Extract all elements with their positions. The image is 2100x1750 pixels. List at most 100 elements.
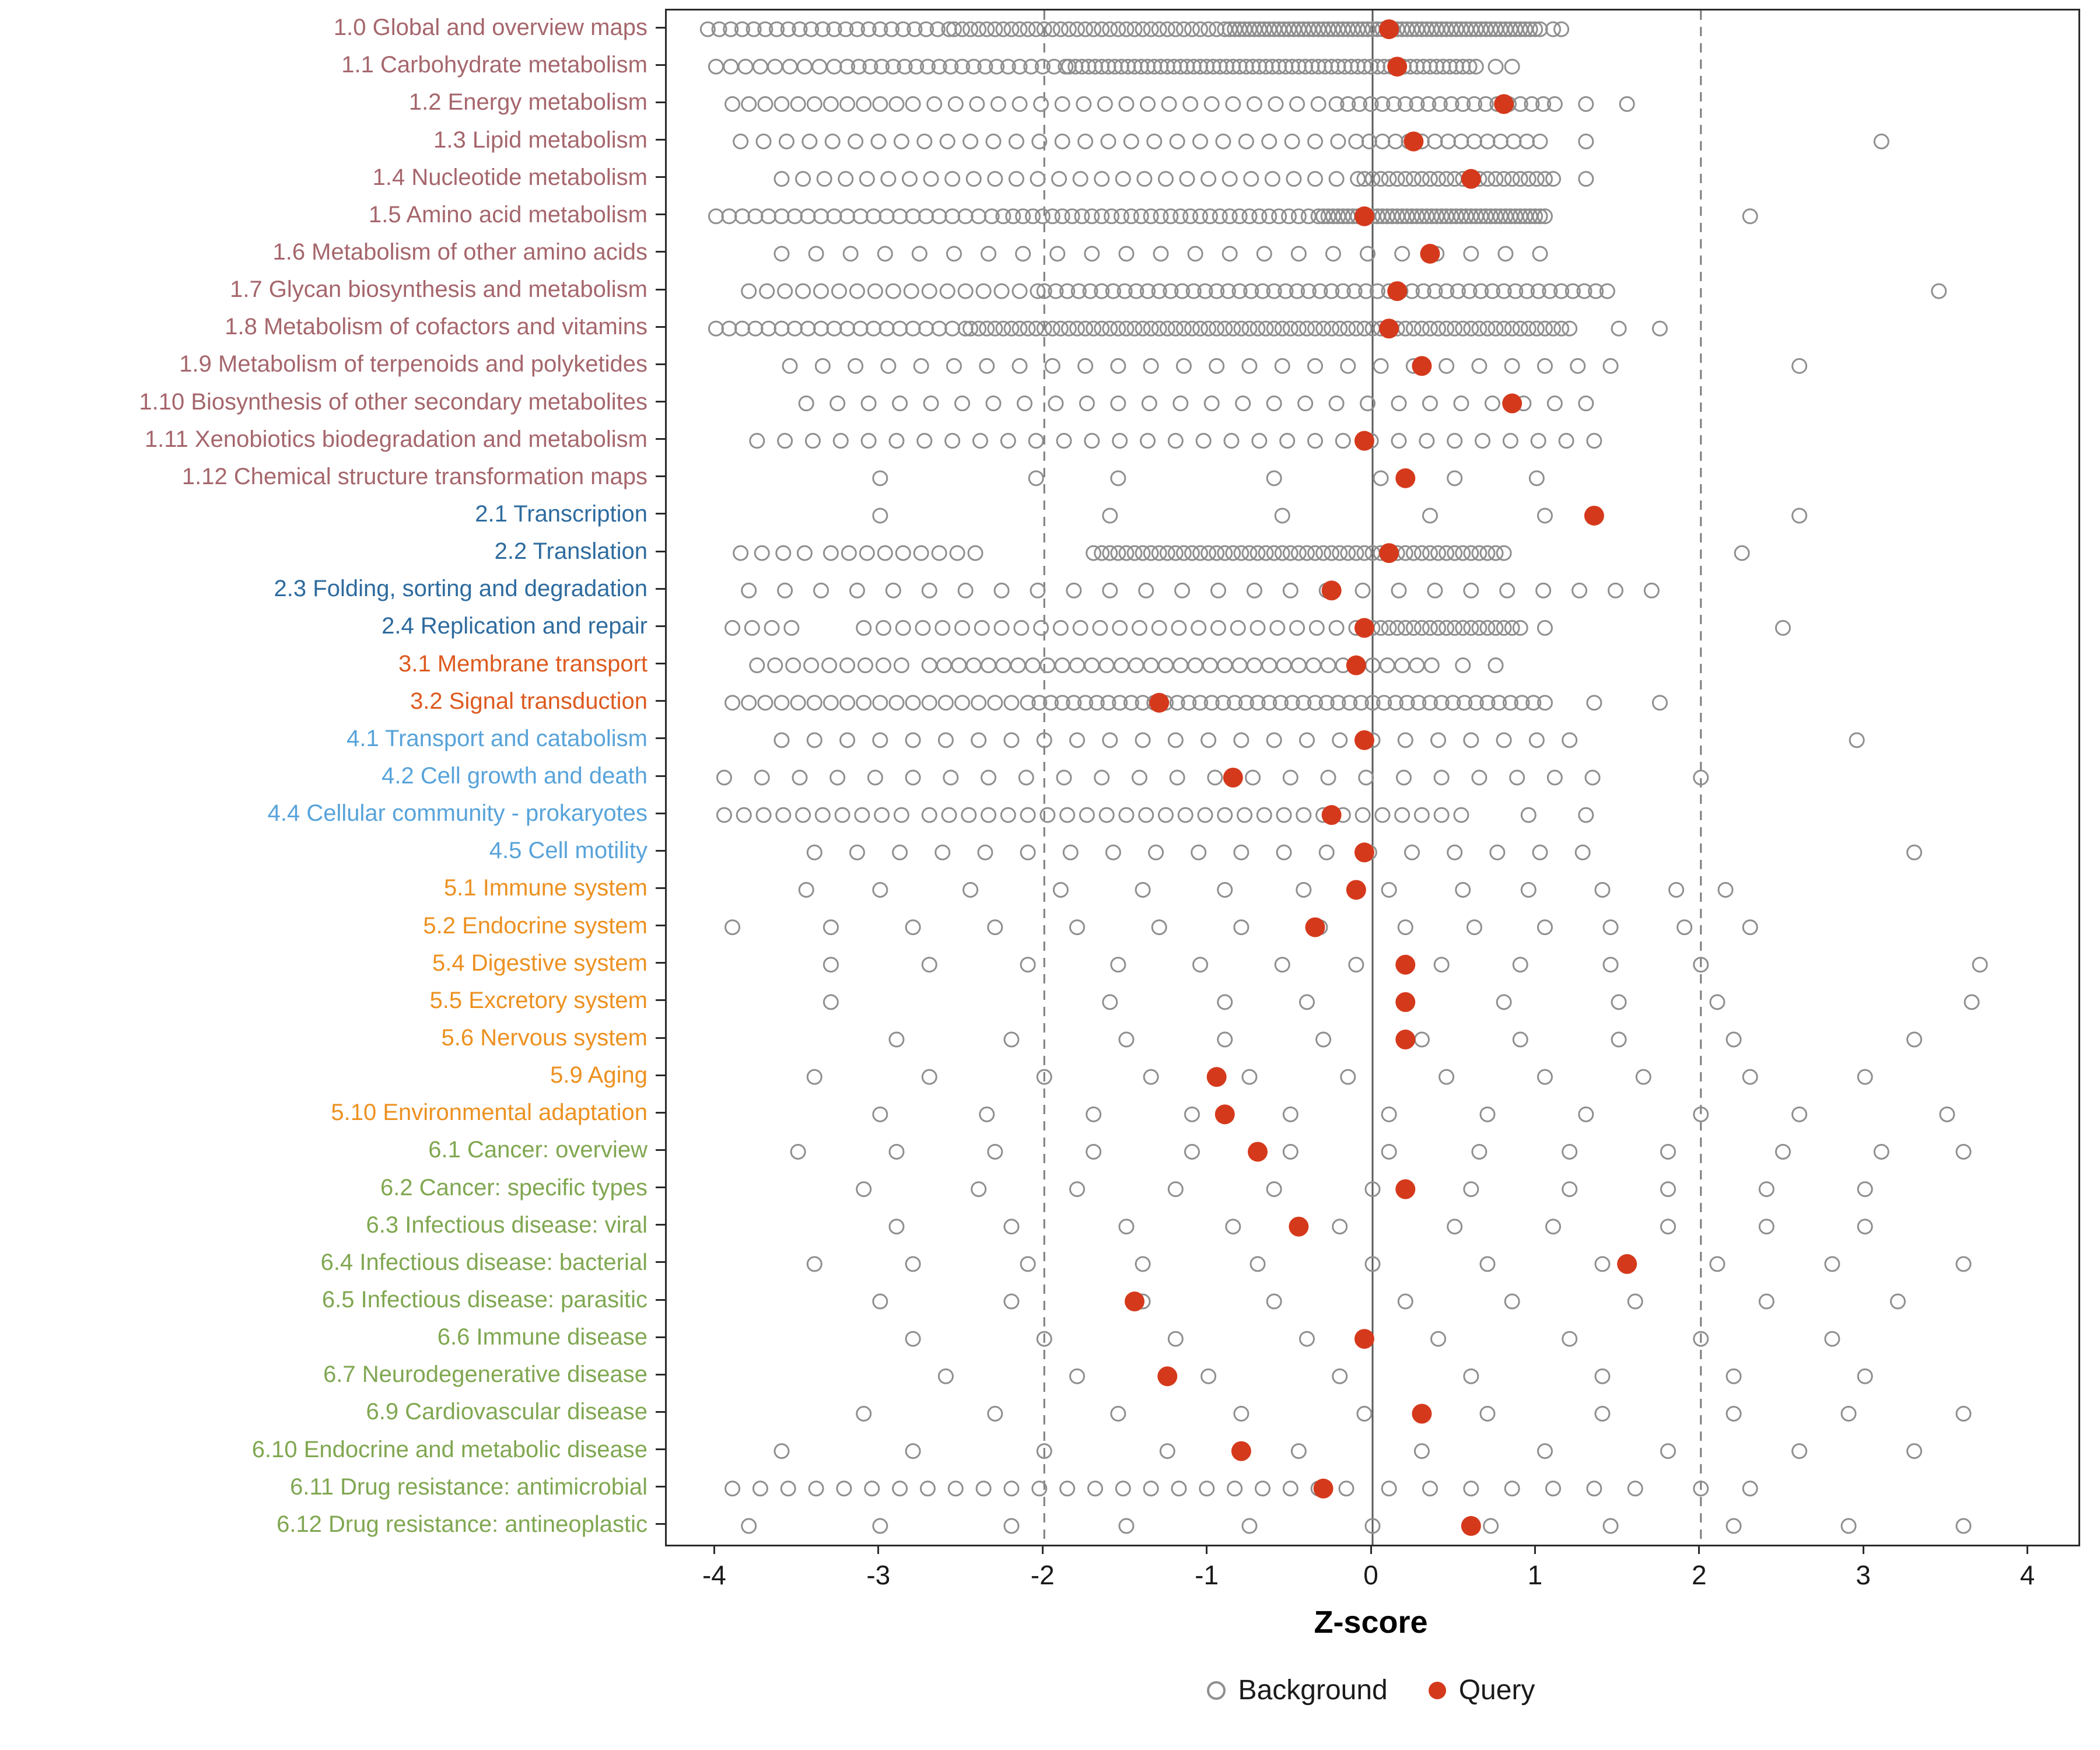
background-point — [1611, 1031, 1627, 1048]
background-point — [1530, 433, 1546, 449]
background-point — [1660, 1181, 1676, 1198]
y-axis-label: 5.2 Endocrine system — [423, 912, 648, 939]
background-point — [1069, 919, 1085, 936]
background-point — [1315, 320, 1332, 337]
background-point — [1016, 396, 1032, 412]
y-tick — [656, 1186, 665, 1189]
background-point — [747, 208, 764, 225]
y-tick — [656, 64, 665, 66]
background-point — [856, 620, 872, 636]
background-point — [931, 208, 947, 225]
background-point — [975, 283, 992, 299]
background-point — [1338, 1480, 1354, 1497]
background-point — [1054, 96, 1070, 112]
background-point — [1955, 1405, 1972, 1422]
background-point — [1209, 320, 1225, 337]
background-point — [1376, 695, 1392, 711]
y-tick — [656, 251, 665, 253]
background-point — [1430, 171, 1447, 187]
background-point — [1202, 657, 1218, 674]
query-point — [1206, 1067, 1227, 1087]
background-point — [954, 58, 971, 75]
background-point — [1433, 807, 1450, 823]
background-point — [1133, 208, 1149, 225]
background-point — [1077, 358, 1094, 374]
background-point — [1222, 171, 1238, 187]
background-point — [1110, 320, 1126, 337]
background-point — [1320, 657, 1336, 674]
background-point — [921, 283, 937, 299]
background-point — [1003, 1031, 1020, 1048]
background-point — [1471, 620, 1488, 636]
background-point — [860, 21, 877, 37]
background-point — [1274, 545, 1290, 561]
x-tick — [1370, 1545, 1372, 1554]
background-point — [1463, 732, 1479, 748]
background-point — [995, 320, 1012, 337]
y-axis-label: 6.7 Neurodegenerative disease — [323, 1362, 648, 1388]
background-point — [1110, 545, 1126, 561]
background-point — [741, 1518, 757, 1534]
background-point — [1025, 208, 1041, 225]
background-point — [1906, 1443, 1923, 1460]
background-point — [1394, 807, 1410, 823]
background-point — [897, 58, 913, 75]
background-point — [1157, 171, 1174, 187]
background-point — [1040, 657, 1056, 674]
background-point — [1542, 283, 1558, 299]
background-point — [1532, 134, 1548, 150]
background-point — [1440, 134, 1456, 150]
background-point — [1528, 320, 1545, 337]
background-point — [1094, 545, 1110, 561]
background-point — [786, 320, 803, 337]
background-point — [893, 134, 909, 150]
background-point — [1391, 396, 1407, 412]
background-point — [1584, 769, 1601, 786]
background-point — [872, 21, 888, 37]
background-point — [808, 1480, 824, 1497]
background-point — [1282, 582, 1298, 598]
background-point — [1200, 320, 1217, 337]
background-point — [1030, 283, 1046, 299]
background-point — [1389, 620, 1405, 636]
background-point — [1594, 881, 1611, 898]
background-point — [1290, 1443, 1307, 1460]
background-point — [1578, 134, 1594, 150]
background-point — [1233, 844, 1250, 860]
background-point — [1184, 21, 1200, 37]
background-point — [1128, 657, 1144, 674]
background-point — [1000, 58, 1016, 75]
x-tick-label: -3 — [866, 1560, 891, 1590]
query-point — [1412, 1404, 1432, 1424]
background-point — [1008, 171, 1024, 187]
background-point — [1432, 96, 1448, 112]
background-point — [1536, 358, 1553, 374]
background-point — [1243, 171, 1259, 187]
background-point — [1209, 358, 1225, 374]
background-point — [1202, 208, 1218, 225]
background-point — [1118, 246, 1135, 262]
background-point — [957, 582, 974, 598]
background-point — [800, 208, 816, 225]
background-point — [1289, 96, 1306, 112]
background-point — [1374, 134, 1391, 150]
background-point — [1131, 620, 1147, 636]
background-point — [1020, 957, 1036, 973]
background-point — [1012, 358, 1028, 374]
background-point — [741, 695, 757, 711]
background-point — [1266, 732, 1282, 748]
background-point — [1433, 769, 1450, 786]
background-point — [1062, 844, 1079, 860]
background-point — [892, 396, 908, 412]
background-point — [1056, 433, 1072, 449]
background-point — [905, 320, 921, 337]
background-point — [1386, 96, 1402, 112]
background-point — [1258, 320, 1274, 337]
background-point — [1527, 208, 1544, 225]
query-point — [1354, 842, 1374, 863]
background-point — [724, 96, 741, 112]
background-point — [1512, 957, 1528, 973]
background-point — [1506, 134, 1522, 150]
background-point — [929, 21, 946, 37]
background-point — [1453, 134, 1469, 150]
